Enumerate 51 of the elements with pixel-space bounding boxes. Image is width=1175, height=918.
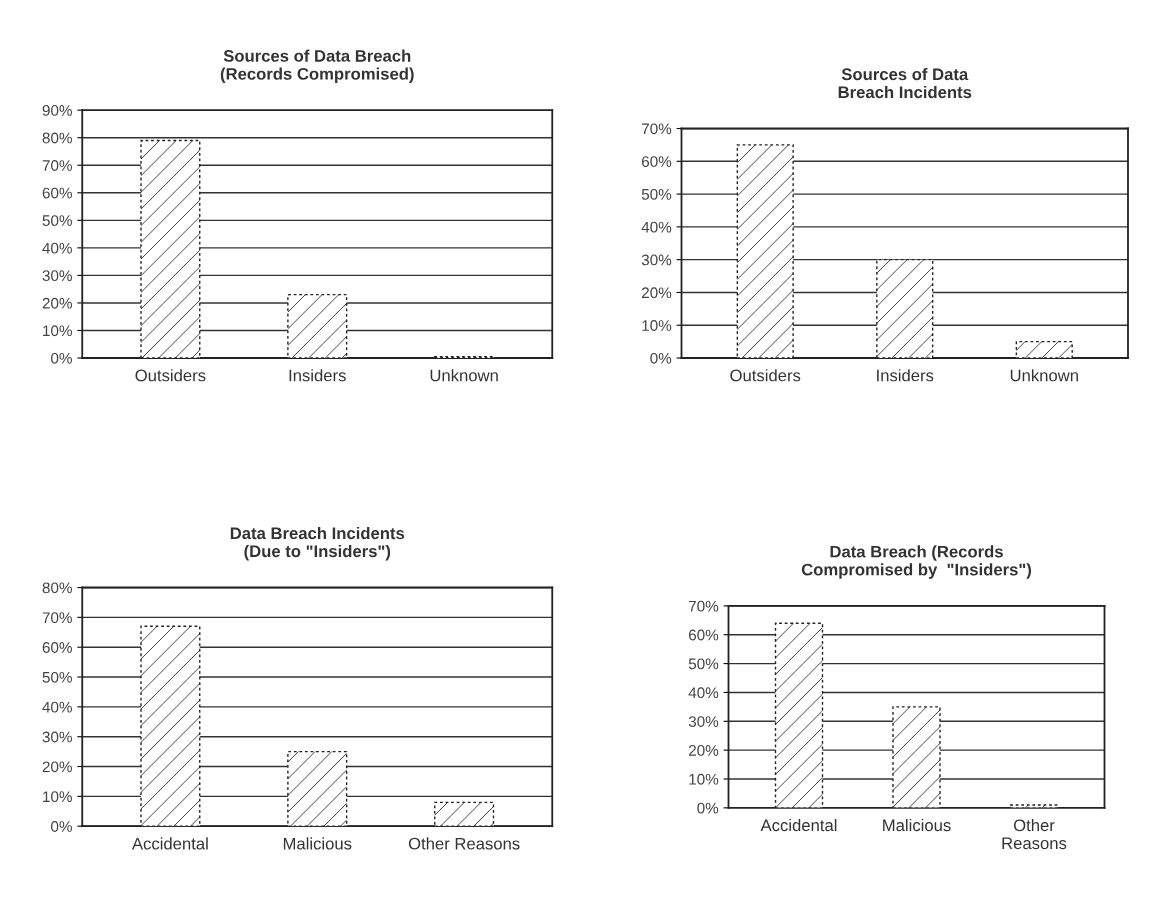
x-tick-label: Insiders [289,369,346,382]
x-tick-label: Accidental [760,818,837,832]
y-tick-label: 20% [688,745,719,756]
y-tick-label: 90% [42,105,72,116]
y-tick-label: 70% [641,123,672,135]
x-tick-label: Outsiders [135,369,206,382]
x-tick-label: Malicious [883,818,951,832]
y-tick-label: 30% [641,254,672,266]
y-tick-label: 70% [42,160,72,171]
y-tick-label: 20% [42,761,72,773]
y-tick-label: 40% [641,221,672,233]
y-tick-label: 50% [641,188,672,200]
y-tick-label: 40% [42,701,72,713]
y-tick-label: 20% [42,297,72,309]
y-tick-label: 30% [42,270,72,282]
x-tick-label: Other Reasons [1002,818,1067,850]
y-tick-label: 0% [51,821,72,832]
y-tick-label: 70% [688,600,719,612]
y-tick-label: 40% [688,687,719,699]
x-tick-label: Malicious [283,837,352,850]
y-tick-label: 70% [42,612,72,624]
y-tick-label: 10% [43,325,72,337]
x-tick-label: Outsiders [730,369,801,382]
chart-title: Sources of Data Breach Incidents [838,67,972,99]
y-tick-label: 20% [641,287,672,299]
y-tick-label: 10% [642,320,672,331]
y-tick-label: 80% [42,582,72,594]
chart-title: Sources of Data Breach (Records Compromised) [220,49,414,84]
chart-title: Data Breach (Records Compromised by "Insiders") [801,545,1032,579]
x-tick-label: Other Reasons [408,837,520,850]
y-tick-label: 60% [688,629,719,641]
y-tick-label: 60% [42,642,72,653]
y-tick-label: 0% [51,352,72,364]
y-tick-label: 30% [688,716,719,727]
y-tick-label: 60% [42,187,72,199]
y-tick-label: 80% [42,132,72,144]
x-tick-label: Accidental [131,837,208,850]
chart-title: Data Breach Incidents (Due to "Insiders") [230,526,405,561]
y-tick-label: 50% [42,215,72,227]
y-tick-label: 60% [641,156,672,167]
y-tick-label: 50% [42,671,72,683]
y-tick-label: 40% [42,242,72,254]
y-tick-label: 30% [42,731,72,743]
x-tick-label: Insiders [877,369,934,382]
y-tick-label: 10% [43,791,72,803]
y-tick-label: 10% [689,773,719,785]
x-tick-label: Unknown [1010,369,1078,382]
y-tick-label: 0% [650,352,672,364]
y-tick-label: 0% [697,802,719,814]
x-tick-label: Unknown [430,369,498,382]
y-tick-label: 50% [688,658,719,670]
